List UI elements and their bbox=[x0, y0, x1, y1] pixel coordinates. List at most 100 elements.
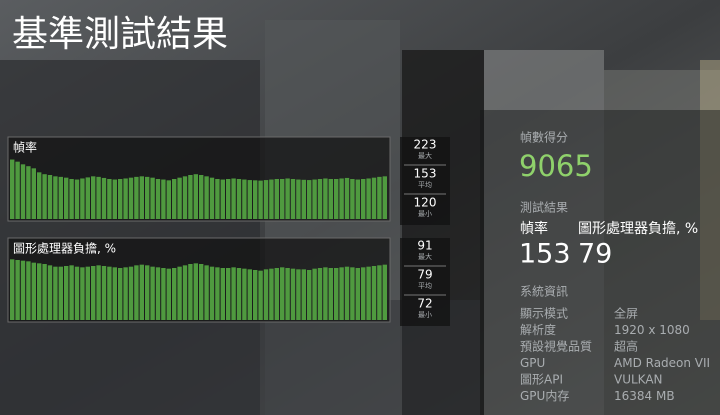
bar bbox=[253, 270, 258, 320]
bar bbox=[177, 266, 182, 320]
bar bbox=[53, 266, 58, 320]
bar bbox=[236, 268, 242, 320]
bar bbox=[161, 268, 166, 320]
system-value: AMD Radeon VII bbox=[614, 356, 710, 370]
bar bbox=[285, 268, 290, 320]
system-value: 全屏 bbox=[614, 306, 638, 321]
result-value: 153 bbox=[519, 239, 571, 270]
stats-panel bbox=[400, 137, 450, 225]
bar bbox=[74, 179, 80, 219]
bar bbox=[96, 265, 101, 320]
bar bbox=[382, 176, 387, 219]
bar bbox=[112, 267, 117, 320]
bar bbox=[58, 176, 63, 219]
bar bbox=[350, 267, 355, 320]
bar bbox=[118, 268, 123, 320]
bar bbox=[361, 267, 366, 320]
bar bbox=[280, 267, 285, 320]
bar bbox=[247, 269, 252, 320]
system-value: 1920 x 1080 bbox=[614, 323, 690, 337]
bar bbox=[285, 178, 290, 219]
bar bbox=[166, 268, 171, 320]
bar bbox=[182, 265, 188, 320]
bar bbox=[139, 264, 144, 320]
bar bbox=[355, 179, 360, 219]
bar bbox=[107, 266, 112, 320]
bar bbox=[290, 268, 296, 320]
bar bbox=[96, 176, 101, 219]
bar bbox=[242, 179, 247, 219]
bar bbox=[155, 179, 161, 219]
stat-value: 153 bbox=[414, 167, 437, 181]
bar bbox=[47, 265, 53, 320]
bar bbox=[307, 270, 312, 320]
bar bbox=[112, 179, 117, 219]
bar bbox=[150, 266, 155, 320]
bar bbox=[177, 177, 182, 219]
bar bbox=[258, 270, 263, 320]
stat-label: 平均 bbox=[418, 180, 432, 189]
bar bbox=[107, 179, 112, 219]
result-label: 幀率 bbox=[520, 220, 548, 237]
bar bbox=[134, 265, 139, 320]
bar bbox=[47, 175, 53, 219]
system-key: 顯示模式 bbox=[520, 307, 568, 321]
bar bbox=[274, 268, 279, 320]
bar bbox=[123, 267, 128, 320]
bar bbox=[317, 268, 323, 320]
score-label: 幀數得分 bbox=[520, 130, 568, 145]
bar bbox=[139, 176, 144, 219]
bar bbox=[80, 267, 85, 320]
bar bbox=[312, 179, 317, 219]
system-value: 16384 MB bbox=[614, 389, 675, 403]
system-key: GPU内存 bbox=[520, 389, 569, 403]
bar bbox=[58, 266, 63, 320]
bar bbox=[64, 266, 69, 320]
bar bbox=[226, 179, 231, 219]
bar bbox=[242, 268, 247, 320]
bar bbox=[53, 176, 58, 219]
bar bbox=[209, 266, 215, 320]
stat-label: 最小 bbox=[418, 310, 432, 319]
bar bbox=[296, 269, 301, 320]
bar bbox=[334, 179, 339, 219]
bar bbox=[296, 179, 301, 219]
bar bbox=[328, 268, 333, 320]
bar bbox=[101, 266, 107, 320]
system-key: 圖形API bbox=[520, 373, 563, 387]
bar bbox=[145, 176, 150, 219]
bar bbox=[323, 178, 328, 219]
bar bbox=[215, 179, 220, 219]
bar bbox=[350, 179, 355, 219]
bar bbox=[236, 179, 242, 219]
bar bbox=[161, 179, 166, 219]
stat-value: 120 bbox=[414, 196, 437, 210]
bar bbox=[344, 177, 350, 219]
bar bbox=[328, 179, 333, 219]
bar bbox=[371, 177, 377, 219]
bar bbox=[377, 265, 382, 320]
bar bbox=[377, 176, 382, 219]
bar bbox=[15, 161, 20, 219]
bar bbox=[231, 178, 236, 219]
stat-value: 91 bbox=[417, 239, 432, 253]
bar bbox=[220, 179, 225, 219]
bar bbox=[166, 180, 171, 219]
bar bbox=[193, 263, 198, 320]
graph-label: 圖形處理器負擔, % bbox=[13, 242, 116, 256]
page-title: 基準測試結果 bbox=[12, 14, 228, 55]
bar bbox=[145, 265, 150, 320]
bar bbox=[20, 164, 26, 219]
bar bbox=[150, 177, 155, 219]
bar bbox=[269, 179, 274, 219]
bar bbox=[253, 180, 258, 219]
bar bbox=[26, 261, 31, 320]
bar bbox=[188, 175, 193, 219]
bar bbox=[334, 268, 339, 320]
system-key: GPU bbox=[520, 356, 545, 370]
bar bbox=[204, 265, 209, 320]
bar bbox=[42, 174, 47, 219]
